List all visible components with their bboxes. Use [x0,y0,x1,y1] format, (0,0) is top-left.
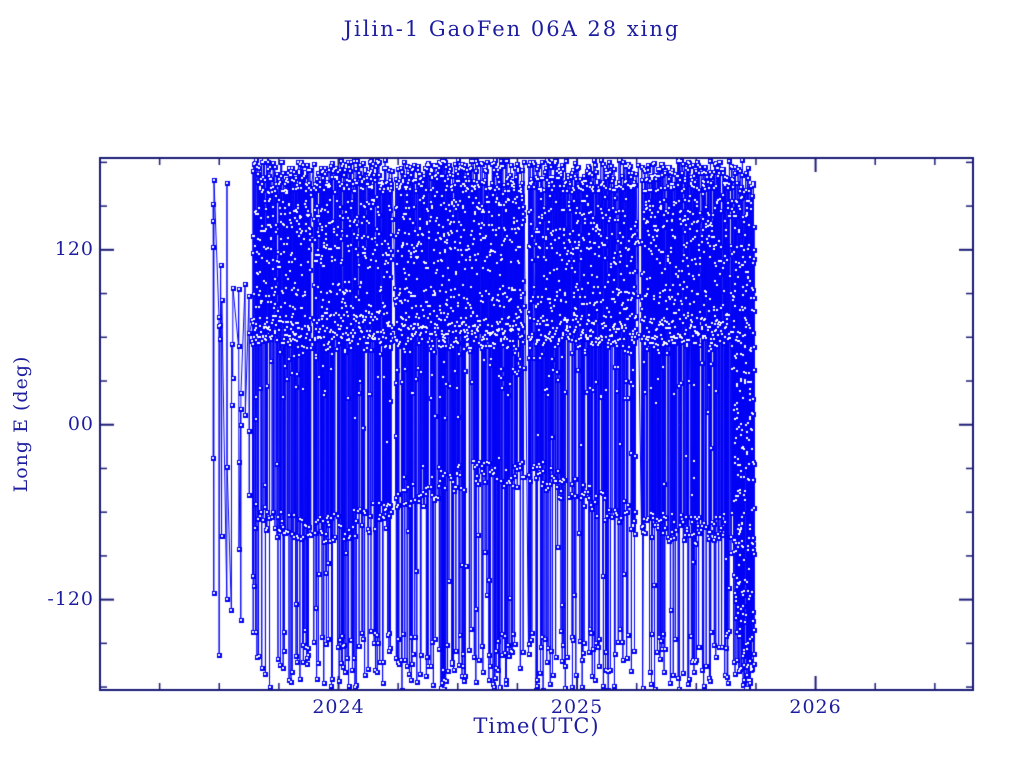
y-axis-label: Long E (deg) [10,355,32,493]
chart-title: Jilin-1 GaoFen 06A 28 xing [343,17,681,41]
y-tick-label-00: 00 [67,412,94,435]
x-axis-label: Time(UTC) [473,714,600,738]
x-tick-label-2025: 2025 [550,696,604,718]
y-tick-label-120: 120 [54,237,94,260]
y-tick-label--120: -120 [47,587,94,610]
x-tick-label-2024: 2024 [312,696,365,718]
x-tick-label-2026: 2026 [789,696,842,718]
